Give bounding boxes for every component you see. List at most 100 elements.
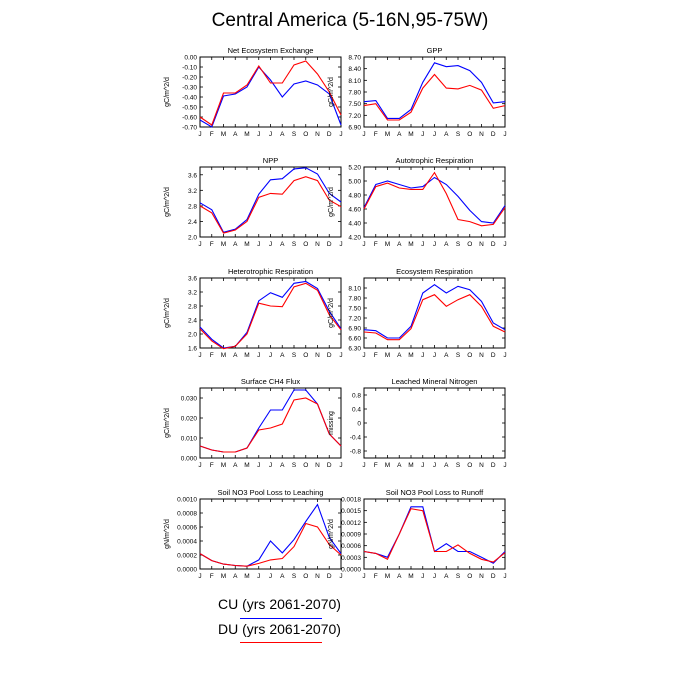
legend-cu-line xyxy=(240,618,322,619)
y-tick-label: -0.4 xyxy=(350,435,362,442)
y-tick-label: -0.20 xyxy=(182,75,197,82)
x-tick-label: J xyxy=(503,462,506,469)
x-tick-label: A xyxy=(280,573,285,580)
y-tick-label: 3.2 xyxy=(188,188,197,195)
x-tick-label: J xyxy=(339,352,342,359)
x-tick-label: M xyxy=(408,241,413,248)
x-tick-label: F xyxy=(374,352,378,359)
plot-frame xyxy=(199,56,342,128)
x-tick-label: J xyxy=(198,241,201,248)
y-tick-label: 0.0004 xyxy=(177,539,197,546)
panel-8: Leached Mineral Nitrogen missing 0.8 0.4 0 -0… xyxy=(328,377,507,469)
x-tick-label: O xyxy=(303,352,308,359)
y-tick-label: 4.40 xyxy=(348,221,361,228)
x-tick-label: N xyxy=(479,241,484,248)
y-tick-label: 7.50 xyxy=(348,306,361,313)
x-tick-label: J xyxy=(503,352,506,359)
series-line-cu xyxy=(363,176,506,224)
x-tick-label: M xyxy=(408,462,413,469)
y-tick-label: 2.8 xyxy=(188,203,197,210)
series-line-du xyxy=(199,176,342,234)
x-tick-label: J xyxy=(269,573,272,580)
x-tick-label: S xyxy=(456,352,461,359)
x-tick-label: D xyxy=(491,352,496,359)
y-tick-label: 3.6 xyxy=(188,172,197,179)
x-tick-label: M xyxy=(244,241,249,248)
plot-frame xyxy=(363,387,506,459)
panel-9: Soil NO3 Pool Loss to Leaching gN/m^2/d 0.… xyxy=(164,488,343,580)
legend-cu-label: CU (yrs 2061-2070) xyxy=(218,596,341,612)
y-tick-label: 8.10 xyxy=(348,78,361,85)
x-tick-label: M xyxy=(221,131,226,138)
x-tick-label: J xyxy=(503,131,506,138)
y-tick-label: 4.80 xyxy=(348,193,361,200)
x-tick-label: J xyxy=(362,241,365,248)
x-tick-label: O xyxy=(303,241,308,248)
y-axis-label: gN/m^2/d xyxy=(164,519,171,549)
series-line-cu xyxy=(363,284,506,339)
x-tick-label: A xyxy=(280,462,285,469)
x-tick-label: D xyxy=(327,462,332,469)
x-tick-label: M xyxy=(244,462,249,469)
y-tick-label: 7.20 xyxy=(348,316,361,323)
x-tick-label: F xyxy=(210,573,214,580)
panel-title: Surface CH4 Flux xyxy=(241,377,300,386)
panel-10: Soil NO3 Pool Loss to Runoff gN/m^2/d 0.00… xyxy=(328,488,507,580)
x-tick-label: J xyxy=(257,131,260,138)
x-tick-label: M xyxy=(385,573,390,580)
y-tick-label: 0.0018 xyxy=(341,497,361,504)
x-tick-label: J xyxy=(433,573,436,580)
x-tick-label: A xyxy=(280,241,285,248)
x-tick-label: N xyxy=(315,462,320,469)
y-axis-label: gC/m^2/d xyxy=(328,298,335,328)
x-tick-label: S xyxy=(456,131,461,138)
y-tick-label: 2.0 xyxy=(188,332,197,339)
x-tick-label: M xyxy=(221,241,226,248)
x-tick-label: O xyxy=(467,462,472,469)
y-tick-label: 7.80 xyxy=(348,90,361,97)
x-tick-label: A xyxy=(444,352,449,359)
y-tick-label: 0.0008 xyxy=(177,511,197,518)
x-tick-label: M xyxy=(244,573,249,580)
y-tick-label: 0.8 xyxy=(352,393,361,400)
y-tick-label: 5.20 xyxy=(348,165,361,172)
y-tick-label: 7.20 xyxy=(348,113,361,120)
series-line-cu xyxy=(199,389,342,453)
y-tick-label: 0.020 xyxy=(181,416,198,423)
x-tick-label: D xyxy=(327,573,332,580)
x-tick-label: O xyxy=(467,131,472,138)
series-line-du xyxy=(363,73,506,121)
y-tick-label: -0.50 xyxy=(182,105,197,112)
y-tick-label: 7.80 xyxy=(348,296,361,303)
x-tick-label: M xyxy=(385,352,390,359)
panel-2: GPPgC/m^2/d8.708.408.107.807.507.206.90J… xyxy=(328,46,507,138)
y-axis-label: gC/m^2/d xyxy=(164,187,171,217)
x-tick-label: J xyxy=(421,131,424,138)
x-tick-label: A xyxy=(444,573,449,580)
x-tick-label: M xyxy=(385,131,390,138)
x-tick-label: D xyxy=(491,573,496,580)
x-tick-label: M xyxy=(221,462,226,469)
panel-title: Autotrophic Respiration xyxy=(396,156,474,165)
plot-frame xyxy=(199,387,342,459)
y-axis-label: gC/m^2/d xyxy=(328,77,335,107)
series-line-cu xyxy=(363,62,506,119)
panel-4: Autotrophic Respiration gC/m^2/d 5.20 5.00 4… xyxy=(328,156,507,248)
x-tick-label: F xyxy=(210,131,214,138)
x-tick-label: J xyxy=(339,131,342,138)
series-line-du xyxy=(363,508,506,563)
x-tick-label: J xyxy=(257,352,260,359)
x-tick-label: J xyxy=(198,352,201,359)
y-axis-label: missing xyxy=(328,411,335,435)
x-tick-label: F xyxy=(374,462,378,469)
y-tick-label: 1.6 xyxy=(188,346,197,353)
x-tick-label: J xyxy=(362,131,365,138)
x-tick-label: O xyxy=(303,462,308,469)
panel-title: Net Ecosystem Exchange xyxy=(228,46,314,55)
x-tick-label: A xyxy=(233,352,238,359)
x-tick-label: J xyxy=(198,462,201,469)
x-tick-label: F xyxy=(374,241,378,248)
panel-6: Ecosystem Respiration gC/m^2/d 8.10 7.80 7.5… xyxy=(328,267,507,359)
x-tick-label: D xyxy=(327,352,332,359)
